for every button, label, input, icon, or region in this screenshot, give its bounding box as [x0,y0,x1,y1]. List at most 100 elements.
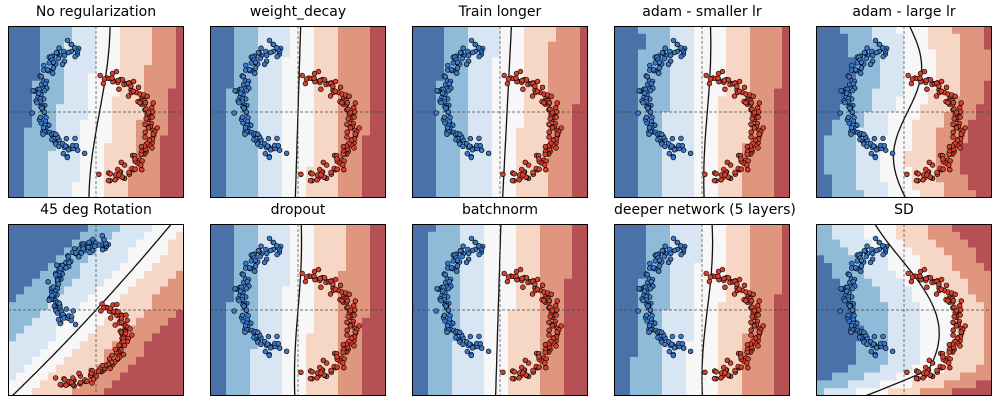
contour-cell [218,41,227,51]
blue-point [485,150,492,157]
contour-cell [152,174,161,183]
red-point [63,382,69,388]
contour-cell [24,333,33,342]
contour-cell [176,341,184,350]
contour-cell [80,231,89,241]
red-point [957,145,963,151]
contour-cell [168,231,177,241]
red-point [748,121,754,128]
contour-cell [16,49,25,58]
blue-point [266,37,273,44]
red-point [116,342,122,349]
red-point [505,76,512,82]
contour-cell [774,143,783,152]
contour-cell [614,158,623,168]
contour-cell [580,158,588,168]
contour-cell [32,190,41,198]
contour-cell [976,49,985,58]
contour-cell [694,49,703,58]
red-point [756,131,762,137]
blue-point [236,99,242,106]
contour-cell [580,104,588,113]
contour-cell [24,372,33,381]
contour-cell [56,364,65,374]
contour-cell [928,190,937,198]
contour-cell [234,127,243,137]
blue-point [29,110,35,116]
contour-cell [580,174,588,183]
contour-cell [234,119,243,129]
red-point [100,80,107,87]
contour-cell [290,286,299,295]
red-point [298,369,304,376]
blue-point [266,352,272,359]
contour-cell [880,65,889,74]
contour-cell [686,143,695,152]
contour-cell [242,158,251,168]
contour-cell [226,356,235,366]
red-point [352,131,358,137]
contour-cell [290,247,299,256]
contour-cell [718,190,727,198]
contour-cell [378,239,386,249]
contour-cell [8,135,17,144]
contour-cell [338,247,347,256]
contour-cell [362,88,371,97]
contour-cell [572,88,581,97]
contour-cell [88,356,97,366]
contour-cell [330,127,339,137]
contour-cell [556,135,565,144]
contour-cell [32,112,41,121]
contour-cell [444,72,453,82]
contour-cell [314,49,323,58]
contour-cell [290,33,299,43]
contour-cell [508,112,517,121]
contour-cell [306,182,315,191]
contour-cell [354,174,363,183]
contour-cell [476,80,485,90]
contour-cell [104,151,113,160]
contour-cell [144,72,153,82]
contour-cell [726,127,735,137]
contour-cell [670,26,679,35]
blue-point [847,105,853,111]
contour-cell [32,80,41,90]
contour-cell [176,263,184,272]
contour-cell [492,166,501,176]
contour-cell [72,310,81,319]
contour-cell [152,302,161,311]
blue-point [242,131,248,137]
contour-cell [88,119,97,129]
contour-cell [72,80,81,90]
contour-cell [234,278,243,288]
contour-cell [242,255,251,264]
contour-cell [378,33,386,43]
contour-cell [298,380,307,389]
contour-cell [532,127,541,137]
blue-point [643,114,650,121]
blue-point [445,109,452,115]
contour-cell [928,166,937,176]
contour-cell [8,302,17,311]
contour-cell [580,57,588,66]
contour-cell [120,302,129,311]
contour-cell [354,26,363,35]
blue-point [65,253,72,260]
contour-cell [346,317,355,327]
contour-cell [16,88,25,97]
contour-cell [72,112,81,121]
contour-cell [120,255,129,264]
contour-cell [524,135,533,144]
contour-cell [210,80,219,90]
contour-cell [484,57,493,66]
contour-cell [298,263,307,272]
contour-cell [968,119,977,129]
contour-cell [662,166,671,176]
contour-cell [362,182,371,191]
contour-cell [234,33,243,43]
contour-cell [32,255,41,264]
contour-cell [346,263,355,272]
contour-cell [48,333,57,342]
contour-cell [234,380,243,389]
contour-cell [960,49,969,58]
